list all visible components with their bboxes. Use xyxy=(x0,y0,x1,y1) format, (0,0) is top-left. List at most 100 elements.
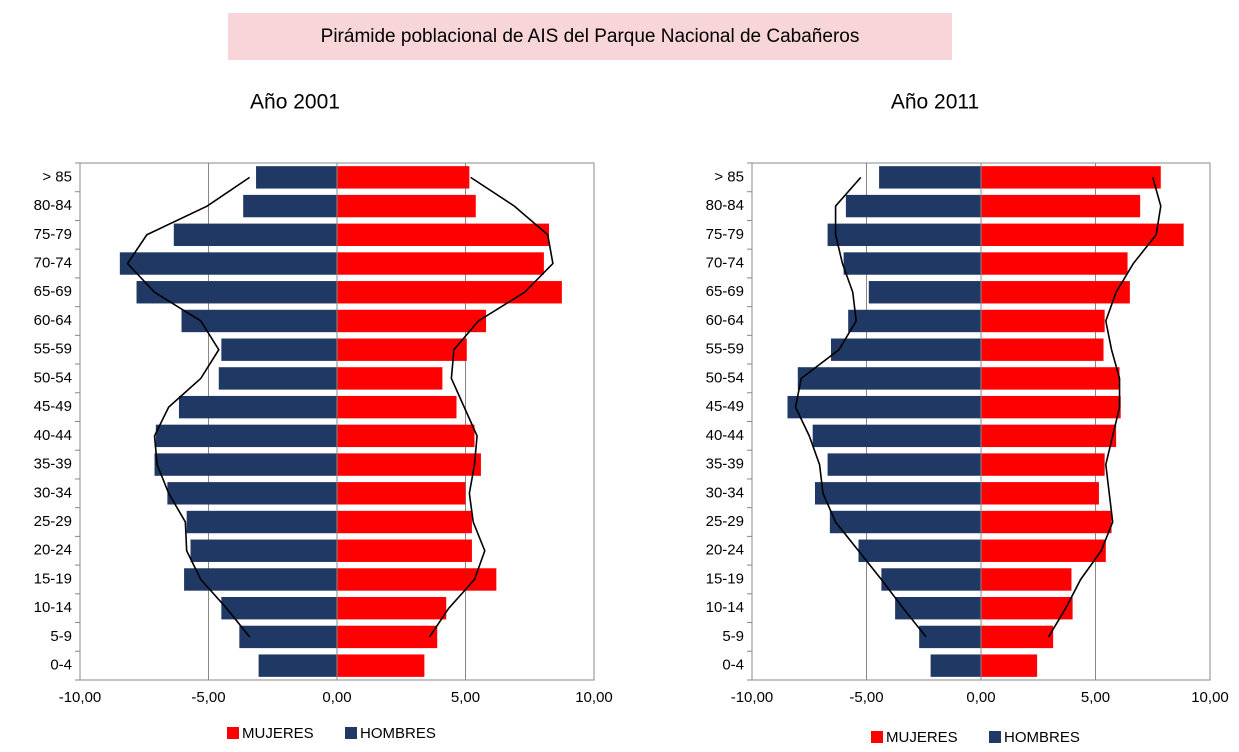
y-tick-label: 35-39 xyxy=(34,456,72,473)
y-tick-label: 50-54 xyxy=(34,369,72,386)
bar xyxy=(221,338,337,361)
bar xyxy=(812,424,981,448)
y-tick-label: 45-49 xyxy=(706,398,744,415)
y-tick-label: 10-14 xyxy=(706,599,744,616)
bar xyxy=(868,281,981,304)
bar xyxy=(981,453,1105,476)
y-tick-label: 40-44 xyxy=(706,427,744,444)
y-tick-label: 75-79 xyxy=(34,226,72,243)
bar xyxy=(981,367,1120,390)
x-tick-label: 0,00 xyxy=(322,689,351,706)
y-tick-label: 65-69 xyxy=(34,283,72,300)
legend-swatch xyxy=(227,727,239,739)
y-tick-label: 30-34 xyxy=(706,484,744,501)
y-tick-label: 15-19 xyxy=(34,570,72,587)
y-tick-label: 35-39 xyxy=(706,456,744,473)
bar xyxy=(981,338,1104,361)
bar xyxy=(981,539,1106,562)
bar xyxy=(981,596,1073,620)
y-tick-label: 25-29 xyxy=(706,513,744,530)
bar xyxy=(981,252,1128,275)
y-tick-label: 20-24 xyxy=(706,542,744,559)
bar xyxy=(981,482,1099,505)
bar xyxy=(981,194,1141,218)
title-box xyxy=(228,13,952,60)
trend-line xyxy=(794,176,927,638)
bar xyxy=(337,424,475,448)
bar xyxy=(845,194,981,218)
bar xyxy=(190,539,337,562)
x-tick-label: -5,00 xyxy=(849,689,883,706)
bar xyxy=(879,166,981,189)
bar xyxy=(981,166,1161,189)
bar xyxy=(221,596,337,620)
x-tick-label: 0,00 xyxy=(966,689,995,706)
trend-line xyxy=(428,176,554,638)
bar xyxy=(981,223,1184,247)
bar xyxy=(981,424,1117,448)
bar xyxy=(337,309,487,333)
x-tick-label: 5,00 xyxy=(451,689,480,706)
y-tick-label: 20-24 xyxy=(34,542,72,559)
bar xyxy=(337,194,476,218)
y-tick-label: 80-84 xyxy=(706,197,744,214)
chart-title: Año 2011 xyxy=(891,91,979,114)
bar xyxy=(881,568,981,591)
bar xyxy=(814,482,981,505)
bar xyxy=(337,281,562,304)
legend-swatch xyxy=(989,731,1001,743)
bar xyxy=(119,252,338,275)
bar xyxy=(827,453,981,476)
y-tick-label: 5-9 xyxy=(50,628,72,645)
bar xyxy=(337,367,443,390)
x-tick-label: 10,00 xyxy=(1191,689,1229,706)
bar xyxy=(258,654,337,677)
bar xyxy=(218,367,337,390)
bar xyxy=(831,338,981,361)
bar xyxy=(337,166,470,189)
bar xyxy=(981,654,1038,677)
bar xyxy=(243,194,337,218)
bar xyxy=(827,223,981,247)
legend-swatch xyxy=(345,727,357,739)
bar xyxy=(184,568,337,591)
bar xyxy=(337,510,472,534)
y-tick-label: 30-34 xyxy=(34,484,72,501)
bar xyxy=(337,482,466,505)
bar xyxy=(337,596,447,620)
bar xyxy=(981,510,1112,534)
y-tick-label: 25-29 xyxy=(34,513,72,530)
bar xyxy=(337,625,438,649)
page-title: Pirámide poblacional de AIS del Parque N… xyxy=(321,26,860,47)
bar xyxy=(337,395,457,419)
bar xyxy=(337,252,544,275)
bar xyxy=(848,309,981,333)
y-tick-label: > 85 xyxy=(714,168,744,185)
bar xyxy=(337,223,550,247)
bar xyxy=(981,281,1130,304)
y-tick-label: 0-4 xyxy=(722,657,744,674)
bar xyxy=(843,252,981,275)
y-tick-label: 5-9 xyxy=(722,628,744,645)
bar xyxy=(895,596,981,620)
y-tick-label: 65-69 xyxy=(706,283,744,300)
bar xyxy=(930,654,981,677)
bar xyxy=(155,424,337,448)
legend-label: MUJERES xyxy=(886,729,958,746)
y-tick-label: 80-84 xyxy=(34,197,72,214)
bar xyxy=(154,453,337,476)
y-tick-label: 0-4 xyxy=(50,657,72,674)
y-tick-label: 55-59 xyxy=(34,341,72,358)
x-tick-label: 5,00 xyxy=(1081,689,1110,706)
legend-label: HOMBRES xyxy=(1004,729,1080,746)
bar xyxy=(919,625,981,649)
y-tick-label: 45-49 xyxy=(34,398,72,415)
bar xyxy=(256,166,337,189)
legend-label: MUJERES xyxy=(242,725,314,742)
bar xyxy=(239,625,337,649)
y-tick-label: 75-79 xyxy=(706,226,744,243)
bar xyxy=(337,568,497,591)
bar xyxy=(167,482,337,505)
y-tick-label: 55-59 xyxy=(706,341,744,358)
